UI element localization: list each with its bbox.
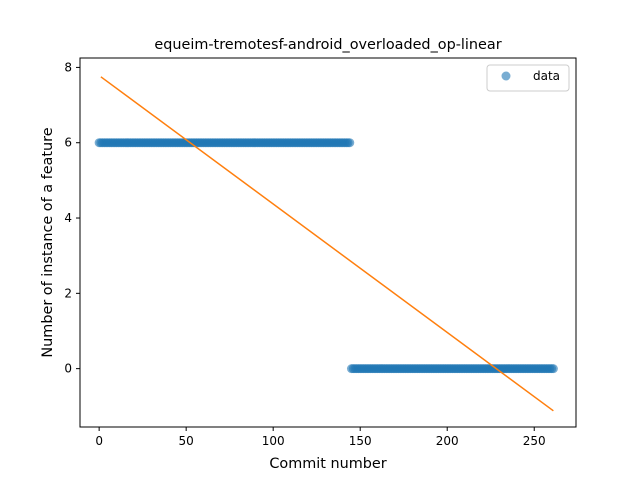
axis-ticks: 0 50 100 150 200 250 0 2 4 6 8 bbox=[64, 60, 545, 448]
data-point bbox=[548, 364, 558, 374]
y-tick-label: 4 bbox=[64, 211, 72, 225]
legend-label-data: data bbox=[533, 69, 560, 83]
chart-title: equeim-tremotesf-android_overloaded_op-l… bbox=[154, 37, 501, 53]
x-tick-label: 200 bbox=[436, 434, 459, 448]
y-tick-label: 0 bbox=[64, 362, 72, 376]
x-axis-label: Commit number bbox=[269, 456, 386, 472]
x-tick-label: 100 bbox=[262, 434, 285, 448]
y-tick-label: 2 bbox=[64, 286, 72, 300]
x-tick-label: 150 bbox=[349, 434, 372, 448]
fit-line bbox=[100, 76, 554, 412]
data-point bbox=[345, 138, 355, 148]
legend: data bbox=[486, 64, 570, 92]
plot-area-frame bbox=[79, 57, 577, 428]
x-tick-label: 250 bbox=[523, 434, 546, 448]
x-tick-label: 0 bbox=[95, 434, 103, 448]
y-tick-label: 6 bbox=[64, 136, 72, 150]
x-tick-label: 50 bbox=[179, 434, 194, 448]
legend-box bbox=[486, 64, 570, 92]
y-tick-label: 8 bbox=[64, 60, 72, 74]
plot-marks bbox=[94, 76, 558, 412]
legend-marker-data bbox=[501, 71, 511, 81]
y-axis-label: Number of instance of a feature bbox=[40, 127, 56, 357]
